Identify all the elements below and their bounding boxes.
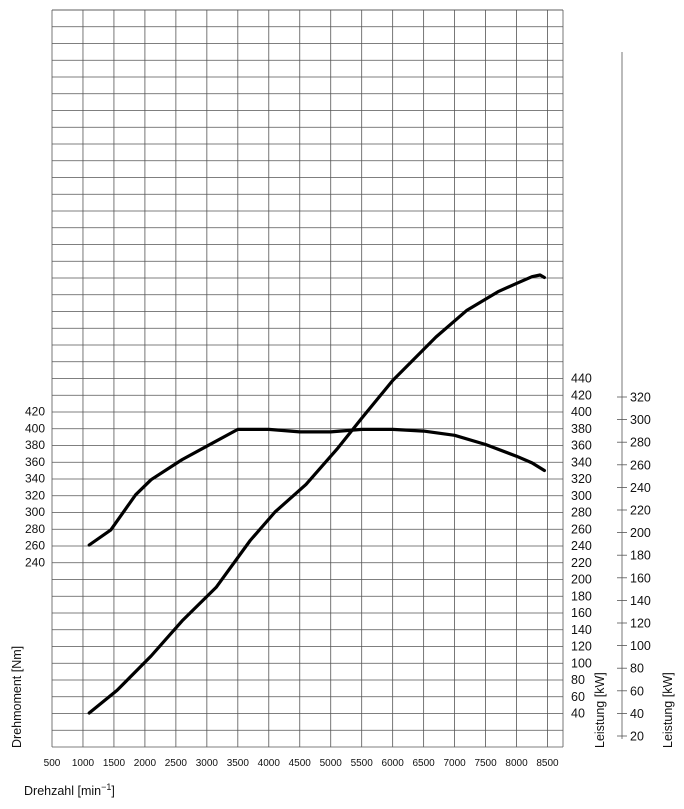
torque-tick-label: 260 bbox=[25, 539, 45, 553]
x-tick-label: 4000 bbox=[258, 758, 281, 769]
x-tick-label: 7000 bbox=[443, 758, 466, 769]
power-outer-tick-label: 220 bbox=[630, 504, 651, 518]
power-outer-tick-label: 20 bbox=[630, 730, 644, 744]
power-inner-tick-label: 200 bbox=[571, 573, 592, 587]
power-outer-tick-label: 160 bbox=[630, 571, 651, 585]
power-inner-tick-label: 40 bbox=[571, 707, 585, 721]
power-inner-tick-label: 160 bbox=[571, 606, 592, 620]
grid bbox=[51, 9, 564, 748]
series-lines bbox=[87, 273, 547, 715]
power-inner-tick-label: 340 bbox=[571, 455, 592, 469]
power-inner-tick-label: 80 bbox=[571, 673, 585, 687]
torque-tick-label: 340 bbox=[25, 472, 45, 486]
power-outer-tick-label: 60 bbox=[630, 684, 644, 698]
power-inner-tick-label: 260 bbox=[571, 522, 592, 536]
power-outer-tick-label: 300 bbox=[630, 413, 651, 427]
power-inner-tick-label: 120 bbox=[571, 640, 592, 654]
power-inner-tick-label: 140 bbox=[571, 623, 592, 637]
power-inner-tick-label: 100 bbox=[571, 656, 592, 670]
power-outer-tick-label: 140 bbox=[630, 594, 651, 608]
power-inner-tick-label: 400 bbox=[571, 405, 592, 419]
power-outer-tick-label: 240 bbox=[630, 481, 651, 495]
power-outer-tick-label: 180 bbox=[630, 549, 651, 563]
power-inner-tick-label: 220 bbox=[571, 556, 592, 570]
x-tick-label: 6000 bbox=[382, 758, 405, 769]
torque-curve bbox=[87, 427, 547, 547]
x-tick-label: 4500 bbox=[289, 758, 312, 769]
power-outer-tick-label: 40 bbox=[630, 707, 644, 721]
axis-labels: Drehzahl [min−1] Drehmoment [Nm] Leistun… bbox=[10, 646, 675, 798]
x-axis-label: Drehzahl [min−1] bbox=[24, 782, 115, 798]
torque-tick-label: 380 bbox=[25, 438, 45, 452]
power-outer-tick-label: 200 bbox=[630, 526, 651, 540]
power-inner-tick-label: 440 bbox=[571, 372, 592, 386]
x-tick-label: 1500 bbox=[103, 758, 126, 769]
power-inner-tick-label: 320 bbox=[571, 472, 592, 486]
x-tick-label: 8500 bbox=[536, 758, 559, 769]
x-tick-label: 7500 bbox=[474, 758, 497, 769]
power-outer-tick-label: 280 bbox=[630, 436, 651, 450]
power-outer-tick-label: 260 bbox=[630, 458, 651, 472]
x-tick-label: 5500 bbox=[351, 758, 374, 769]
power-inner-tick-label: 380 bbox=[571, 422, 592, 436]
x-tick-label: 5000 bbox=[320, 758, 343, 769]
x-tick-label: 6500 bbox=[413, 758, 436, 769]
power-outer-tick-label: 80 bbox=[630, 662, 644, 676]
torque-axis-label: Drehmoment [Nm] bbox=[10, 646, 24, 748]
power-outer-tick-label: 120 bbox=[630, 617, 651, 631]
power-inner-tick-label: 180 bbox=[571, 589, 592, 603]
power-outer-axis-label: Leistung [kW] bbox=[661, 672, 675, 748]
x-tick-label: 2000 bbox=[134, 758, 157, 769]
torque-tick-label: 420 bbox=[25, 405, 45, 419]
torque-tick-label: 320 bbox=[25, 488, 45, 502]
power-outer-tick-label: 320 bbox=[630, 391, 651, 405]
x-tick-label: 500 bbox=[44, 758, 61, 769]
power-inner-tick-label: 240 bbox=[571, 539, 592, 553]
torque-tick-label: 300 bbox=[25, 505, 45, 519]
power-outer-tick-label: 100 bbox=[630, 639, 651, 653]
torque-tick-label: 280 bbox=[25, 522, 45, 536]
power-inner-axis-label: Leistung [kW] bbox=[593, 672, 607, 748]
power-curve bbox=[87, 273, 547, 715]
power-inner-tick-label: 420 bbox=[571, 388, 592, 402]
torque-tick-label: 400 bbox=[25, 421, 45, 435]
torque-tick-label: 240 bbox=[25, 555, 45, 569]
x-tick-label: 2500 bbox=[165, 758, 188, 769]
x-tick-label: 8000 bbox=[505, 758, 528, 769]
power-inner-tick-label: 360 bbox=[571, 439, 592, 453]
axes: 500 1000 1500 2000 2500 3000 3500 4000 4500 5000 5… bbox=[25, 52, 651, 769]
power-inner-tick-label: 60 bbox=[571, 690, 585, 704]
x-tick-label: 3500 bbox=[227, 758, 250, 769]
x-tick-label: 1000 bbox=[72, 758, 95, 769]
x-tick-label: 3000 bbox=[196, 758, 219, 769]
power-inner-tick-label: 280 bbox=[571, 506, 592, 520]
power-inner-tick-label: 300 bbox=[571, 489, 592, 503]
torque-tick-label: 360 bbox=[25, 455, 45, 469]
